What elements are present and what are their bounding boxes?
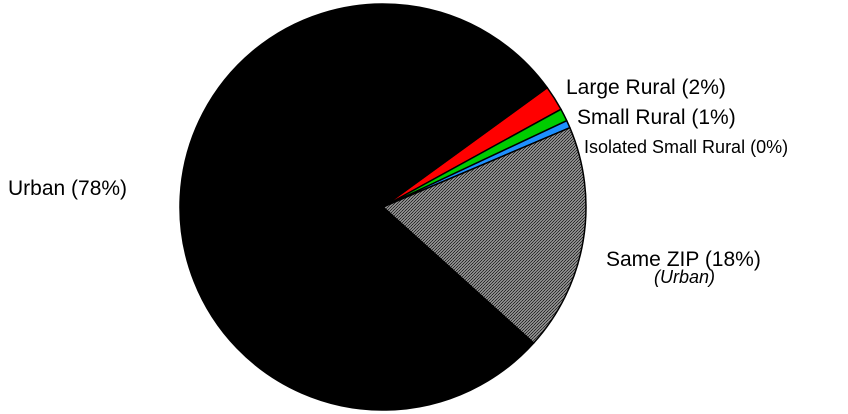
slice-label-small-rural: Small Rural (1%) bbox=[577, 106, 736, 129]
slice-note-same-zip: (Urban) bbox=[654, 267, 715, 287]
slice-label-isolated-small-rural: Isolated Small Rural (0%) bbox=[584, 137, 788, 157]
slice-label-same-zip: Same ZIP (18%) bbox=[606, 248, 761, 271]
pie-slice-urban bbox=[179, 3, 548, 411]
slice-label-urban: Urban (78%) bbox=[8, 177, 127, 200]
slice-label-large-rural: Large Rural (2%) bbox=[566, 76, 726, 99]
pie-slice-same-zip bbox=[382, 126, 587, 344]
